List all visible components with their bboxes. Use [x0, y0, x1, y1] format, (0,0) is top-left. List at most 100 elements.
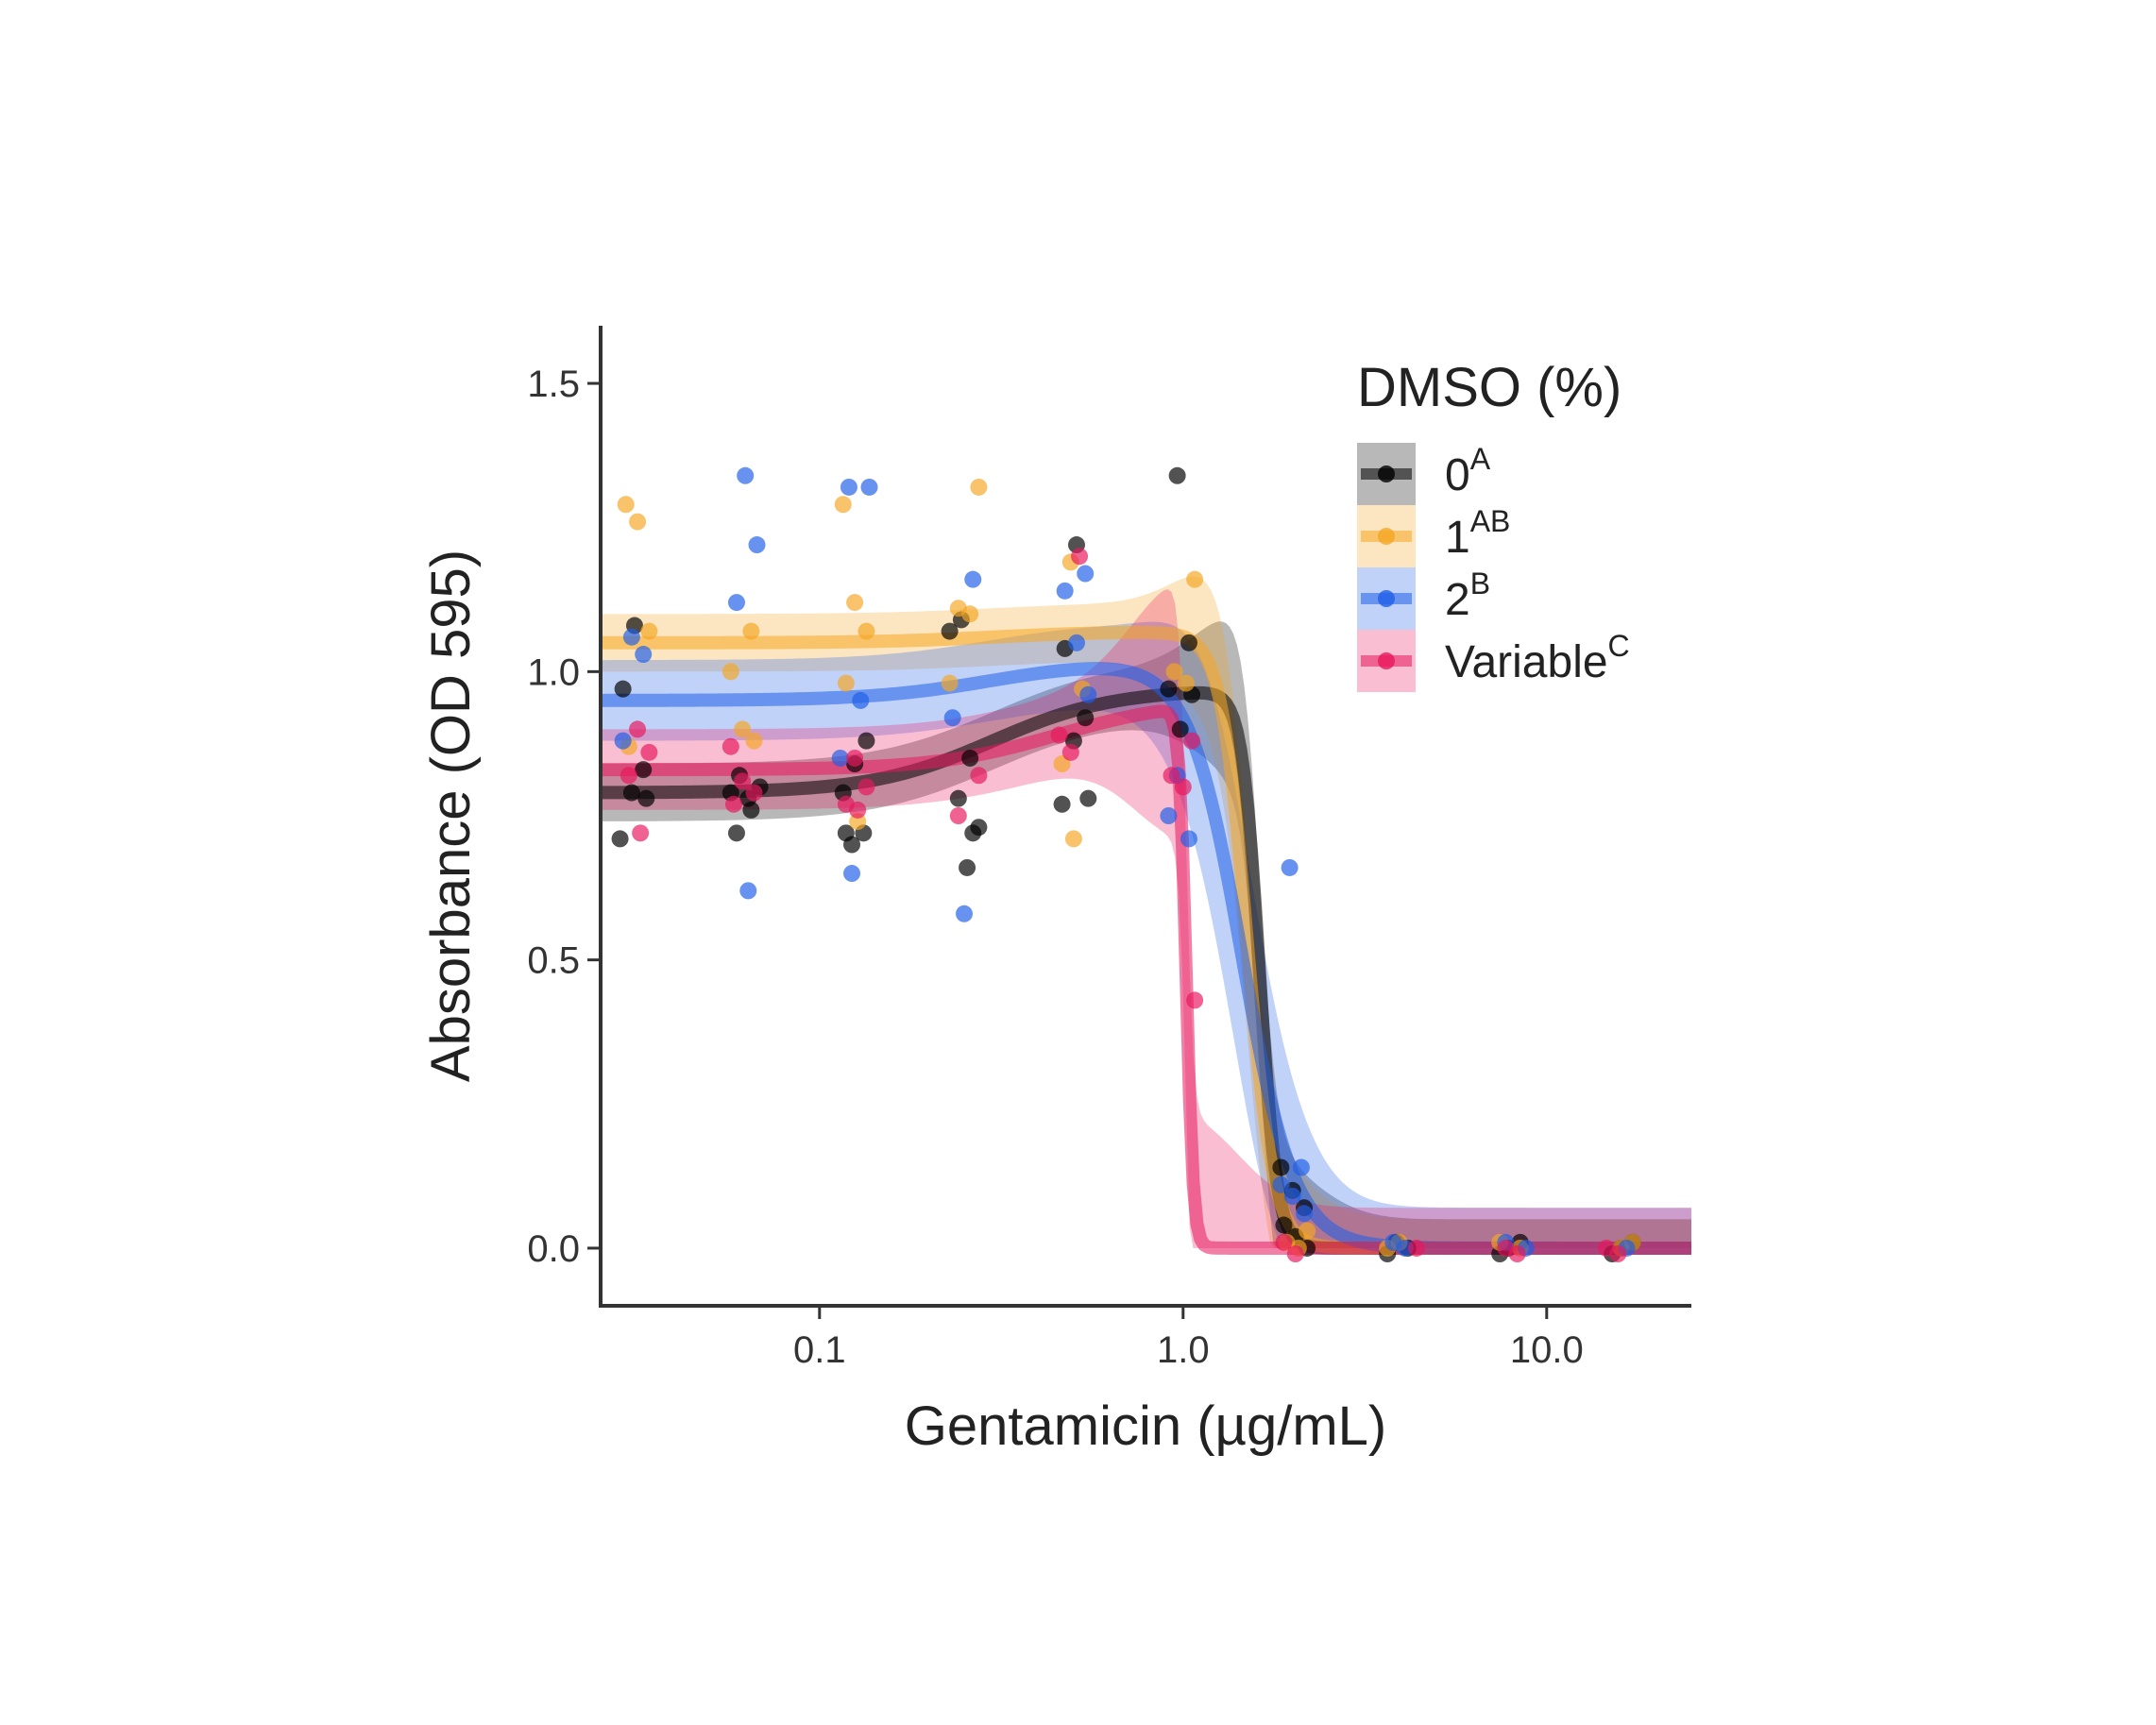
legend-title: DMSO (%) [1357, 357, 1621, 418]
data-point-2 [852, 691, 870, 709]
data-point-0 [1168, 466, 1186, 484]
data-point-2 [860, 478, 878, 496]
data-point-1 [837, 674, 855, 692]
data-point-2 [1292, 1158, 1310, 1176]
legend-key-point [1378, 590, 1395, 607]
data-point-variable [1174, 778, 1192, 796]
data-point-2 [831, 749, 849, 767]
data-point-1 [857, 622, 875, 640]
data-point-variable [857, 778, 875, 796]
data-point-variable [734, 772, 752, 790]
data-point-variable [1061, 743, 1079, 761]
data-point-2 [1283, 1187, 1301, 1205]
confidence-band-variable [601, 589, 1691, 1248]
data-point-2 [727, 594, 745, 612]
data-point-variable [1609, 1245, 1627, 1263]
data-point-variable [640, 743, 658, 761]
data-point-variable [1071, 548, 1089, 566]
data-point-0 [1077, 709, 1095, 727]
data-point-0 [837, 824, 855, 842]
data-point-variable [1275, 1233, 1293, 1251]
data-point-1 [742, 622, 760, 640]
data-point-1 [1299, 1222, 1316, 1240]
data-point-variable [1050, 726, 1068, 744]
data-point-variable [629, 720, 647, 738]
data-point-2 [1281, 858, 1299, 876]
data-point-0 [959, 858, 976, 876]
data-point-0 [961, 749, 979, 767]
data-point-0 [1272, 1158, 1290, 1176]
data-point-0 [964, 824, 982, 842]
data-point-0 [1180, 634, 1197, 651]
data-point-2 [956, 905, 973, 922]
data-point-0 [1171, 720, 1189, 738]
y-tick-label: 1.5 [527, 364, 580, 405]
data-point-1 [1053, 755, 1071, 773]
data-point-1 [745, 732, 763, 750]
confidence-band-2 [601, 621, 1691, 1248]
data-point-2 [614, 732, 632, 750]
legend-superscript: AB [1470, 504, 1511, 538]
legend-superscript: B [1470, 567, 1490, 600]
data-point-0 [611, 830, 629, 848]
data-point-2 [840, 478, 857, 496]
data-point-variable [1183, 732, 1201, 750]
data-point-2 [1160, 807, 1178, 824]
data-point-0 [857, 732, 875, 750]
data-point-1 [1064, 830, 1082, 848]
x-tick-label: 10.0 [1510, 1329, 1584, 1371]
data-point-variable [949, 807, 967, 824]
data-point-variable [620, 767, 637, 785]
data-point-variable [1508, 1245, 1526, 1263]
data-point-2 [1296, 1205, 1314, 1223]
data-point-2 [748, 536, 766, 554]
data-point-1 [970, 478, 988, 496]
data-point-1 [1177, 674, 1195, 692]
plot-area [597, 466, 1695, 1263]
data-points [611, 466, 1641, 1263]
data-point-1 [721, 663, 739, 681]
data-point-variable [1186, 991, 1204, 1009]
data-point-0 [635, 761, 653, 779]
data-point-2 [964, 570, 982, 588]
x-tick-label: 0.1 [793, 1329, 846, 1371]
data-point-2 [635, 646, 653, 664]
x-tick-label: 1.0 [1157, 1329, 1210, 1371]
data-point-2 [1067, 634, 1085, 651]
data-point-0 [1275, 1216, 1293, 1234]
x-axis-title: Gentamicin (µg/mL) [905, 1395, 1386, 1457]
data-point-0 [742, 801, 760, 819]
data-point-0 [941, 622, 959, 640]
data-point-2 [622, 628, 640, 646]
legend-label: 2B [1445, 567, 1490, 625]
data-point-0 [949, 789, 967, 807]
data-point-variable [724, 795, 742, 813]
y-axis-ticks: 0.0 0.5 1.0 1.5 [527, 364, 601, 1270]
data-point-variable [721, 737, 739, 755]
data-point-2 [1077, 565, 1095, 583]
data-point-1 [640, 622, 658, 640]
legend-key-point [1378, 465, 1395, 482]
data-point-2 [1056, 582, 1074, 600]
data-point-variable [632, 824, 650, 842]
legend-key-point [1378, 652, 1395, 669]
data-point-1 [617, 496, 635, 514]
data-point-2 [1272, 1175, 1290, 1193]
data-point-2 [943, 709, 961, 727]
data-point-1 [1186, 570, 1204, 588]
legend-label: 0A [1445, 442, 1491, 500]
data-point-0 [1079, 789, 1097, 807]
data-point-variable [970, 767, 988, 785]
data-point-0 [622, 784, 640, 802]
data-point-0 [727, 824, 745, 842]
data-point-2 [737, 466, 755, 484]
data-point-2 [1180, 830, 1197, 848]
data-point-0 [1053, 795, 1071, 813]
data-point-0 [1160, 680, 1178, 698]
x-axis-ticks: 0.1 1.0 10.0 [793, 1306, 1584, 1371]
data-point-1 [629, 513, 647, 531]
legend-key-point [1378, 528, 1395, 545]
y-tick-label: 0.0 [527, 1228, 580, 1270]
